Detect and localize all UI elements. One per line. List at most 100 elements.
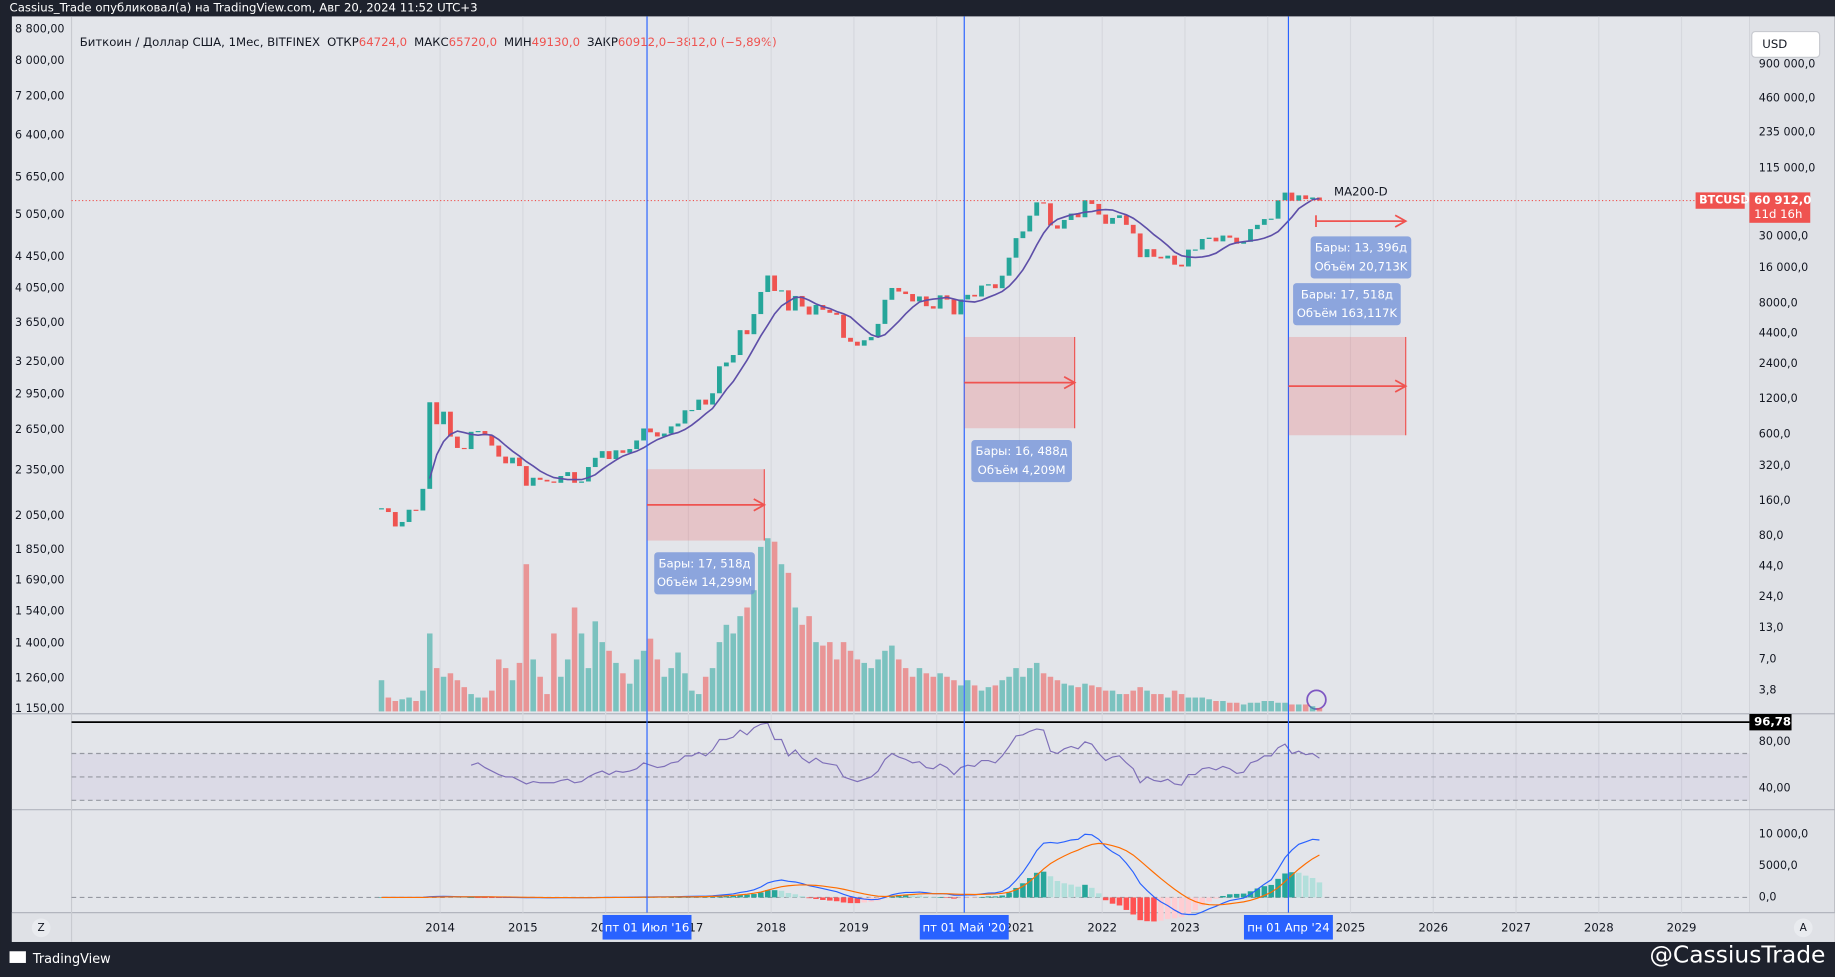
date-label: пт 01 Май '20 xyxy=(923,920,1006,934)
currency-label[interactable]: USD xyxy=(1762,37,1787,51)
macd-hist-bar xyxy=(1171,897,1178,919)
rsi-tick-label: 40,00 xyxy=(1759,782,1791,795)
candle xyxy=(834,312,840,315)
legend-open-label: ОТКР xyxy=(327,35,359,49)
rsi-tick-label: 80,00 xyxy=(1759,735,1791,748)
macd-hist-bar xyxy=(985,896,992,898)
macd-hist-bar xyxy=(1006,892,1012,898)
volume-bar xyxy=(551,633,557,712)
legend-low-label: МИН xyxy=(504,35,532,49)
volume-bar xyxy=(1233,702,1240,712)
left-tick-label: 2 050,00 xyxy=(15,509,64,522)
candle xyxy=(737,330,743,356)
volume-bar xyxy=(716,642,723,712)
candle xyxy=(930,306,936,309)
zoom-button[interactable] xyxy=(31,918,51,938)
arrow-head xyxy=(1394,214,1408,228)
x-tick-label: 2025 xyxy=(1336,920,1366,934)
volume-bar xyxy=(1289,704,1295,712)
candle xyxy=(1041,202,1047,204)
rsi-line xyxy=(470,722,1320,786)
left-tick-label: 7 200,00 xyxy=(15,89,64,102)
left-tick-label: 8 000,00 xyxy=(15,54,64,67)
candle xyxy=(530,477,536,486)
volume-bar xyxy=(723,624,730,712)
candle xyxy=(434,402,440,425)
left-tick-label: 1 150,00 xyxy=(15,702,64,715)
volume-bar xyxy=(999,680,1005,712)
currency-button[interactable] xyxy=(1751,31,1821,58)
volume-bar xyxy=(585,668,592,712)
candle xyxy=(923,296,929,307)
candle xyxy=(1151,249,1157,257)
candle xyxy=(1241,241,1247,244)
candle xyxy=(634,440,640,450)
candle xyxy=(730,355,736,363)
legend-symbol: Биткоин / Доллар США, 1Мес, BITFINEX xyxy=(80,35,320,49)
y-tick-label: 900 000,0 xyxy=(1759,57,1816,70)
legend-open: 64724,0 xyxy=(359,35,407,49)
candle xyxy=(441,411,446,425)
candle xyxy=(1303,195,1309,200)
macd-hist-bar xyxy=(482,897,488,899)
volume-bar xyxy=(489,690,495,712)
legend-change: −3812,0 (−5,89%) xyxy=(666,35,776,49)
candle xyxy=(951,299,957,315)
candle xyxy=(385,508,391,513)
arrow-head xyxy=(1394,379,1408,393)
volume-bar xyxy=(475,697,481,712)
signal-line xyxy=(381,842,1320,906)
candle xyxy=(448,411,453,437)
volume-bar xyxy=(1054,680,1061,712)
volume-bar xyxy=(847,650,854,712)
candle xyxy=(654,432,660,437)
macd-hist-bar xyxy=(1013,887,1019,898)
volume-bar xyxy=(944,676,950,712)
alert-icon[interactable] xyxy=(1306,689,1327,710)
candle xyxy=(744,330,750,335)
rsi-current-bg xyxy=(1749,713,1792,731)
macd-hist-bar xyxy=(1254,888,1261,898)
macd-hist-bar xyxy=(1227,894,1233,898)
x-tick-label: 2027 xyxy=(1501,920,1531,934)
candle xyxy=(1061,219,1067,229)
macd-hist-bar xyxy=(978,896,985,898)
macd-hist-bar xyxy=(723,896,730,898)
macd-hist-bar xyxy=(1268,884,1274,898)
volume-bar xyxy=(964,680,971,712)
x-tick-label: 2029 xyxy=(1667,920,1697,934)
volume-bar xyxy=(971,685,978,712)
measure-bars: Бары: 17, 518д xyxy=(658,556,750,570)
macd-hist-bar xyxy=(1130,897,1136,915)
macd-hist-bar xyxy=(1199,897,1206,906)
auto-button[interactable] xyxy=(1793,918,1813,938)
volume-bar xyxy=(930,676,937,712)
y-tick-label: 600,0 xyxy=(1759,427,1791,440)
legend-low: 49130,0 xyxy=(532,35,580,49)
volume-bar xyxy=(1020,676,1026,712)
volume-bar xyxy=(378,680,385,712)
auto-label[interactable]: A xyxy=(1800,922,1808,934)
volume-bar xyxy=(433,668,440,712)
date-label-bg xyxy=(602,914,692,940)
candle xyxy=(558,476,564,483)
volume-bar xyxy=(544,694,550,712)
candle xyxy=(903,291,909,295)
arrow-head xyxy=(753,498,767,512)
candle xyxy=(1254,224,1260,230)
volume-bar xyxy=(1123,694,1130,712)
volume-bar xyxy=(992,685,999,712)
volume-bar xyxy=(1075,687,1081,712)
candle xyxy=(1248,229,1253,242)
candle xyxy=(668,426,674,434)
macd-hist-bar xyxy=(971,897,978,899)
volume-bar xyxy=(1068,685,1074,712)
volume-bar xyxy=(1151,694,1157,712)
volume-bar xyxy=(406,697,412,712)
zoom-label[interactable]: Z xyxy=(38,922,45,934)
price-tag: 60 912,0 xyxy=(1754,193,1811,207)
candle xyxy=(544,479,550,482)
volume-bar xyxy=(840,642,847,712)
volume-bar xyxy=(868,668,874,712)
macd-hist-bar xyxy=(1089,887,1095,898)
